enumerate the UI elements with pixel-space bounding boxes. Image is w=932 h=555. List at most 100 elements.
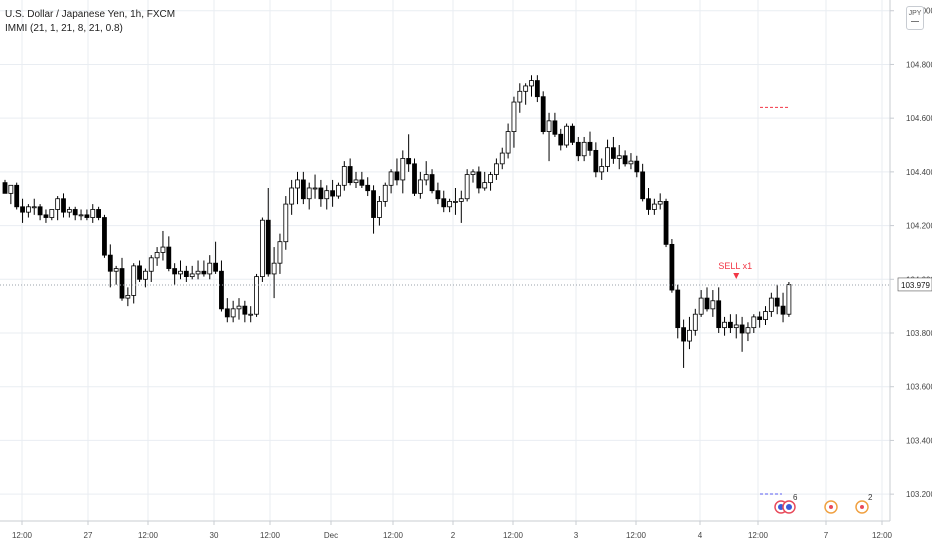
candle [534, 75, 540, 103]
x-tick-label: 12:00 [383, 531, 404, 540]
candle [242, 300, 248, 323]
candle-body-down [675, 289, 681, 329]
candle [365, 177, 371, 197]
candle [722, 316, 727, 336]
candle-body-up [447, 201, 453, 208]
candle-body-up [382, 184, 388, 202]
candle [219, 260, 224, 312]
candle-body-up [417, 179, 423, 194]
candle-body-up [786, 284, 792, 315]
candle [774, 284, 780, 315]
currency-badge[interactable]: JPY [906, 6, 924, 30]
candle [330, 179, 336, 207]
candle [657, 193, 663, 210]
candle [66, 206, 72, 218]
candle-body-down [739, 324, 745, 334]
candle-body-up [482, 182, 488, 189]
event-badge[interactable]: 6 [774, 493, 798, 514]
candle-body-up [248, 313, 254, 316]
candle [265, 187, 271, 277]
candle [523, 83, 529, 105]
candle [306, 182, 312, 210]
candle [259, 217, 265, 282]
candle [31, 198, 37, 215]
candle-body-up [698, 297, 704, 315]
candle [353, 171, 359, 188]
candle [435, 182, 441, 205]
candle [341, 161, 347, 191]
candle-body-down [570, 125, 575, 143]
candle [96, 206, 101, 221]
candle-body-down [72, 209, 78, 216]
candle [540, 91, 546, 135]
candle-body-up [628, 160, 634, 165]
candle-body-up [710, 300, 716, 310]
candle-body-down [330, 190, 336, 197]
candle [780, 292, 786, 323]
candle-body-up [453, 201, 458, 203]
candle-body-up [616, 155, 622, 159]
candle [213, 241, 219, 274]
candle [394, 158, 400, 186]
candle-body-up [277, 241, 283, 264]
candle-body-up [464, 174, 470, 200]
candle-body-down [429, 174, 435, 192]
candle [271, 247, 277, 299]
event-badge[interactable] [824, 500, 838, 514]
candle [417, 171, 423, 199]
candle [599, 158, 605, 180]
candle-body-up [189, 273, 195, 278]
x-tick-label: 12:00 [260, 531, 281, 540]
event-badge[interactable]: 2 [855, 493, 873, 514]
candle [49, 209, 55, 221]
symbol-title[interactable]: U.S. Dollar / Japanese Yen, 1h, FXCM [5, 9, 176, 20]
axes: 103.200103.400103.600103.800104.000104.2… [0, 0, 932, 540]
candle-body-down [593, 149, 599, 173]
x-tick-label: 3 [574, 531, 579, 540]
candle [529, 75, 534, 97]
candle-body-up [324, 190, 330, 200]
candle-body-down [774, 297, 780, 307]
candle [400, 150, 406, 194]
grid [0, 0, 890, 521]
candle [142, 268, 148, 288]
candle-body-down [119, 268, 125, 299]
candle-body-down [681, 327, 686, 342]
candle-body-down [20, 206, 25, 213]
candle-body-up [599, 166, 605, 173]
x-tick-label: 4 [698, 531, 703, 540]
candle-body-up [751, 316, 757, 329]
candle-body-up [195, 270, 201, 275]
candle-body-down [558, 133, 564, 146]
candle [207, 255, 213, 280]
candle [318, 179, 324, 207]
candle-body-up [254, 276, 259, 315]
sell-arrow-icon [733, 272, 740, 279]
candle [14, 182, 20, 210]
candle-body-down [359, 179, 365, 186]
candle [581, 136, 587, 162]
candle-body-down [224, 308, 230, 318]
current-price-label: 103.979 [897, 277, 932, 292]
candle [458, 190, 464, 223]
candle [675, 284, 681, 339]
candle [640, 163, 646, 202]
candle-body-down [265, 219, 271, 275]
candle [172, 263, 178, 285]
candle-body-down [219, 270, 224, 310]
candle [160, 230, 166, 261]
candle [412, 158, 417, 197]
candle-body-down [102, 217, 107, 256]
candle-body-up [605, 147, 610, 167]
candle [710, 290, 716, 317]
candle [488, 171, 493, 191]
candle [230, 300, 236, 323]
indicator-title[interactable]: IMMI (21, 1, 21, 8, 21, 0.8) [5, 23, 123, 34]
candle-body-up [745, 327, 751, 334]
candle [183, 265, 189, 282]
candle-body-up [470, 171, 476, 175]
candle [739, 316, 745, 352]
candle-body-up [55, 198, 61, 210]
